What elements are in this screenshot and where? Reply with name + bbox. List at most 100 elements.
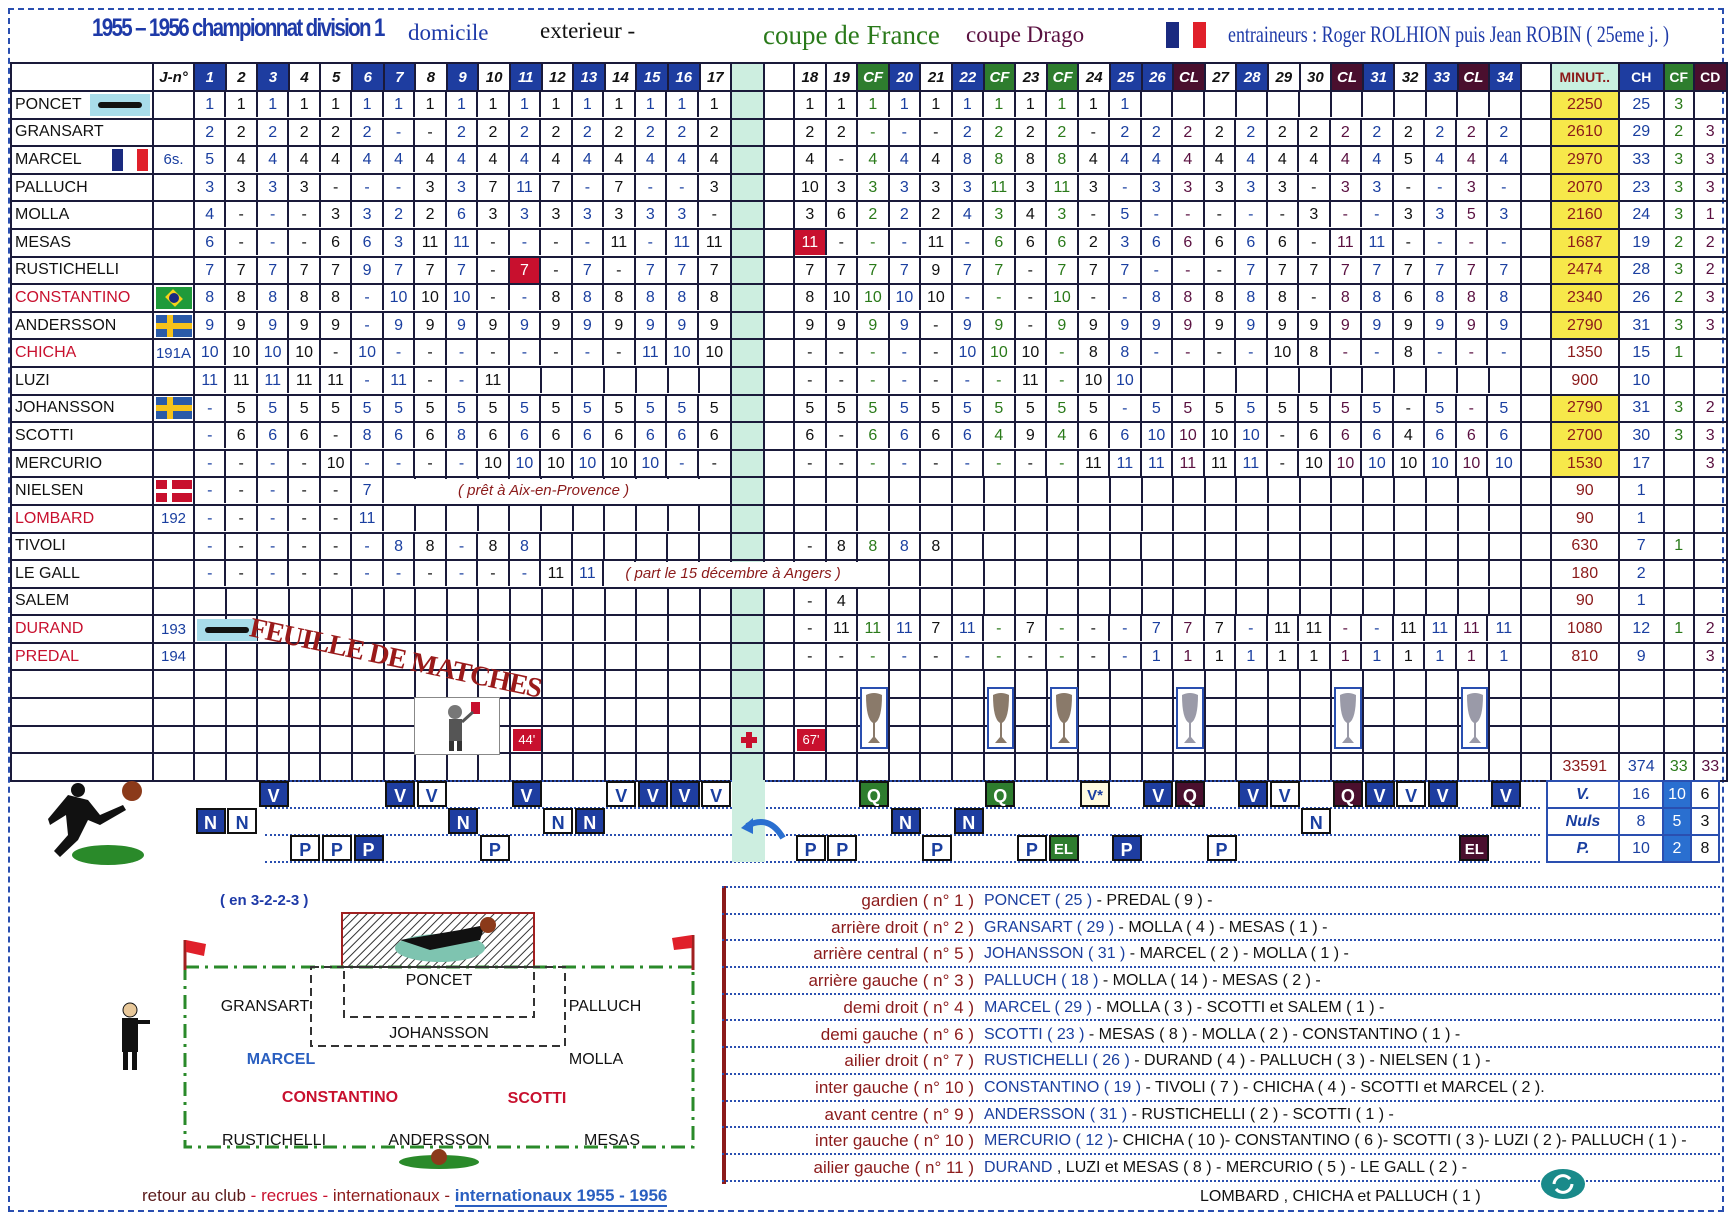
match-cell: 2 (1110, 120, 1142, 145)
player-name[interactable]: JOHANSSON (10, 393, 154, 424)
player-name[interactable]: NIELSEN (10, 476, 154, 506)
player-name[interactable]: LOMBARD (10, 503, 154, 534)
result-v: V (606, 781, 637, 807)
match-header-24: 24 (1077, 62, 1112, 92)
player-name[interactable]: SCOTTI (10, 421, 154, 451)
minutes: 1350 (1549, 338, 1620, 368)
player-name[interactable]: MESAS (10, 227, 154, 258)
result-p: P (1206, 835, 1237, 861)
match-cell-empty (1427, 562, 1459, 586)
cup-france-games: 3 (1662, 172, 1695, 203)
link-recrues[interactable]: recrues (261, 1186, 318, 1205)
match-cell: - (984, 286, 1016, 310)
player-name[interactable]: PALLUCH (10, 172, 154, 203)
player-name[interactable]: CONSTANTINO (10, 283, 154, 313)
match-cell-empty (573, 534, 605, 559)
match-cell: 5 (858, 396, 890, 421)
match-cells-first-half: 7 7 7 7 7 9 7 7 7 - 7 - 7 - 7 7 7 (192, 255, 733, 286)
player-name[interactable]: LUZI (10, 365, 154, 396)
match-cell: - (573, 175, 605, 200)
link-retour-au-club[interactable]: retour au club (142, 1186, 246, 1205)
match-cell (256, 752, 290, 782)
player-name[interactable]: MOLLA (10, 200, 154, 230)
position-label: arrière gauche ( n° 3 ) (808, 971, 974, 991)
match-cells-first-half: 4 - - - 3 3 2 2 6 3 3 3 3 3 3 3 - (192, 200, 733, 230)
match-cell (824, 752, 859, 782)
player-name[interactable]: GRANSART (10, 117, 154, 148)
result-q: Q (858, 781, 889, 807)
position-other-players: - DURAND ( 4 ) - PALLUCH ( 3 ) - NIELSEN… (1129, 1052, 1491, 1070)
match-cell: - (321, 506, 353, 531)
match-cell: 1 (667, 92, 699, 117)
player-name[interactable]: DURAND (10, 614, 154, 644)
legend-coupe-drago: coupe Drago (966, 22, 1085, 47)
match-cell: 4 (1331, 148, 1363, 172)
match-cell: - (1299, 230, 1331, 255)
match-cell: 5 (667, 396, 699, 421)
player-name[interactable]: TIVOLI (10, 531, 154, 562)
player-name[interactable]: PREDAL (10, 641, 154, 672)
match-cell: - (384, 341, 416, 365)
match-cell: 2 (953, 120, 985, 145)
championship-games: 30 (1617, 421, 1665, 451)
player-name[interactable] (10, 697, 154, 727)
player-name[interactable]: RUSTICHELLI (10, 255, 154, 286)
player-name[interactable]: LE GALL (10, 559, 154, 589)
match-cell: 2 (510, 120, 542, 145)
match-cell: 10 (1494, 454, 1513, 472)
match-cell-empty (542, 506, 574, 531)
player-name[interactable]: CHICHA (10, 338, 154, 368)
player-name[interactable] (10, 752, 154, 782)
match-cell: 7 (321, 258, 353, 283)
championship-games: 1 (1617, 503, 1665, 534)
match-cells-second-half: 2 2 - - - 2 2 2 2 - 2 2 2 2 2 2 2 2 2 2 … (793, 117, 1522, 148)
refresh-icon[interactable] (1540, 1168, 1586, 1200)
blank-column (763, 283, 796, 313)
match-cell: 2 (196, 120, 227, 145)
match-cell: 7 (667, 258, 699, 283)
match-cell-empty (921, 589, 953, 614)
match-cell: - (1142, 258, 1174, 283)
match-cell (1109, 697, 1143, 727)
player-name[interactable] (10, 724, 154, 755)
position-row: demi gauche ( n° 6 ) SCOTTI ( 23 ) - MESA… (722, 1022, 1720, 1049)
match-cell: 11 (921, 230, 953, 255)
match-cells-second-half: 4 - 4 4 4 8 8 8 8 4 4 4 4 4 4 4 4 4 4 5 … (793, 145, 1522, 175)
match-cell: - (541, 230, 573, 255)
referee-red-card-icon (414, 697, 500, 756)
match-header-CL: CL (1456, 62, 1491, 92)
player-name[interactable]: MERCURIO (10, 448, 154, 479)
player-name[interactable]: SALEM (10, 586, 154, 617)
match-cell: 1 (415, 92, 447, 117)
match-cell (951, 697, 985, 727)
match-values: 11 11 11 11 11 - 11 - - 11 (196, 368, 510, 393)
player-name[interactable]: MARCEL (10, 145, 154, 175)
match-cell-empty (1269, 479, 1301, 503)
match-cell: 3 (415, 175, 447, 200)
match-cell (1424, 724, 1459, 755)
match-cell: 8 (258, 286, 290, 310)
player-name[interactable]: ANDERSSON (10, 310, 154, 341)
match-cells-first-half: 8 8 8 8 8 - 10 10 10 - - 8 8 8 8 8 8 (192, 283, 733, 313)
match-cell-empty (1142, 534, 1174, 559)
link-internationaux[interactable]: internationaux (332, 1186, 440, 1205)
match-cell: - (1047, 644, 1079, 669)
match-cell: 4 (796, 148, 827, 172)
position-row: avant centre ( n° 9 ) ANDERSSON ( 31 ) - … (722, 1102, 1720, 1129)
match-cell-empty (606, 617, 638, 641)
formation-player: CONSTANTINO (281, 1089, 399, 1106)
player-name[interactable] (10, 669, 154, 700)
link-internationaux-1955-1956[interactable]: internationaux 1955 - 1956 (454, 1186, 668, 1207)
match-cell (1077, 752, 1112, 782)
match-cell: 4 (384, 148, 416, 172)
match-cell: - (636, 175, 668, 200)
player-name[interactable]: PONCET (10, 90, 154, 120)
minutes: 1687 (1549, 227, 1620, 258)
match-cell-empty (1079, 506, 1112, 531)
match-cell-empty (574, 506, 606, 531)
match-cell-empty (1268, 92, 1301, 117)
match-cell: 11 (858, 617, 890, 641)
grand-total: 33 (1692, 752, 1728, 782)
match-cell (824, 669, 859, 700)
match-cell: 2 (258, 120, 290, 145)
